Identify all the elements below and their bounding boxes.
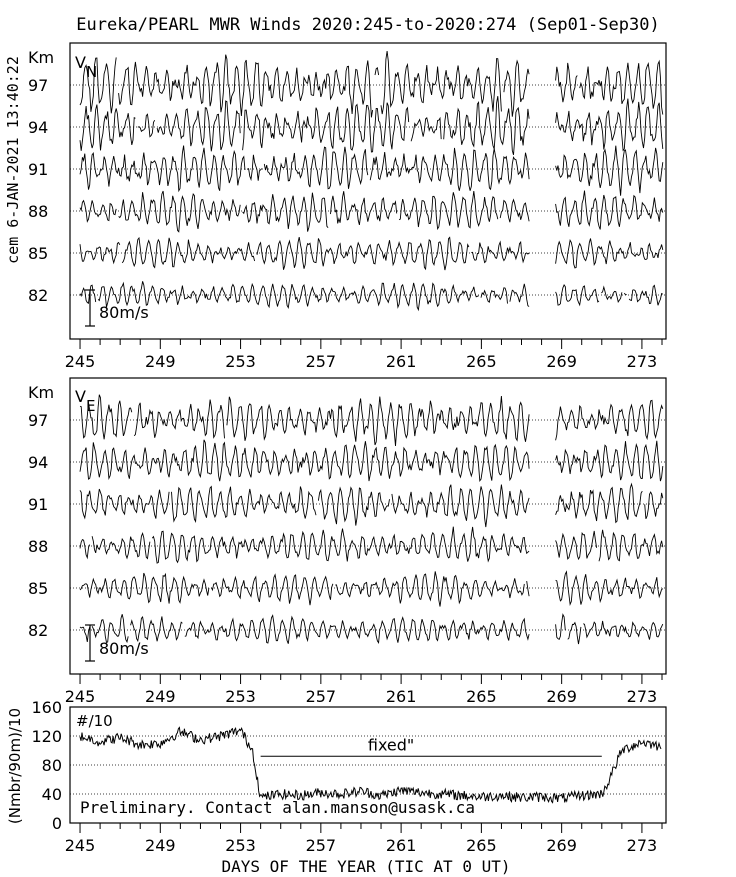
ve-panel: Km V E 97 94 91 88 85 82 80m/s 245 249 253 257 26… [28,377,667,706]
ve-trace-97km [79,394,664,447]
ve-trace-82km [79,613,664,645]
ve-trace-94km [79,439,664,483]
count-xtick-label-265: 265 [466,836,497,855]
vn-y-unit: Km [28,48,54,67]
ve-trace-85km [79,570,664,607]
count-ytick-label-0: 0 [52,814,62,833]
vn-xtick-label-245: 245 [65,352,96,371]
ve-height-label-82: 82 [28,621,48,640]
count-footnote: Preliminary. Contact alan.manson@usask.c… [80,798,475,817]
ve-xtick-label-249: 249 [145,687,176,706]
ve-height-label-88: 88 [28,537,48,556]
ve-y-unit: Km [28,383,54,402]
vn-component-subscript: N [86,63,97,81]
ve-xtick-label-261: 261 [386,687,417,706]
vn-xtick-label-265: 265 [466,352,497,371]
count-ytick-label-40: 40 [42,785,62,804]
vn-xtick-label-273: 273 [627,352,658,371]
ve-height-label-91: 91 [28,495,48,514]
vn-trace-88km [79,190,664,233]
vn-height-label-82: 82 [28,286,48,305]
ve-panel-frame [69,377,667,675]
vn-xtick-label-269: 269 [546,352,577,371]
vn-panel: Km V N 97 94 91 88 85 82 80m/s 245 249 253 257 26… [28,42,667,371]
ve-scale-label: 80m/s [99,639,149,658]
vn-xtick-label-249: 249 [145,352,176,371]
vn-trace-91km [79,145,664,196]
count-xtick-label-269: 269 [546,836,577,855]
count-ytick-label-80: 80 [42,756,62,775]
vn-height-label-91: 91 [28,160,48,179]
count-xtick-label-261: 261 [386,836,417,855]
ve-xtick-label-273: 273 [627,687,658,706]
ve-xtick-label-265: 265 [466,687,497,706]
vn-trace-82km [79,281,664,312]
vn-panel-frame [69,42,667,340]
fixed-annotation-label: fixed" [368,735,414,754]
vn-height-label-88: 88 [28,202,48,221]
ve-component-subscript: E [86,397,95,415]
count-xtick-label-249: 249 [145,836,176,855]
count-inner-label: #/10 [76,712,113,730]
count-ylabel: (Nmbr/90m)/10 [6,708,24,824]
ve-trace-91km [79,482,664,528]
ve-height-label-97: 97 [28,411,48,430]
ve-height-label-94: 94 [28,453,48,472]
count-trace [79,726,662,804]
vn-xtick-label-257: 257 [306,352,337,371]
x-axis-title: DAYS OF THE YEAR (TIC AT 0 UT) [222,857,511,876]
vn-trace-97km [79,51,664,118]
count-panel: (Nmbr/90m)/10 #/10 0 40 80 120 160 fixed" Pr… [6,698,667,855]
vn-xtick-label-261: 261 [386,352,417,371]
vn-height-label-94: 94 [28,118,48,137]
count-xtick-label-253: 253 [225,836,256,855]
count-xtick-label-257: 257 [306,836,337,855]
vn-trace-94km [79,96,664,156]
ve-xtick-label-253: 253 [225,687,256,706]
ve-xtick-label-269: 269 [546,687,577,706]
vn-height-label-97: 97 [28,76,48,95]
chart-title: Eureka/PEARL MWR Winds 2020:245-to-2020:… [76,15,659,35]
vn-scale-label: 80m/s [99,303,149,322]
count-ytick-label-120: 120 [31,727,62,746]
vn-trace-85km [79,236,664,271]
count-ytick-label-160: 160 [31,698,62,717]
count-xtick-label-273: 273 [627,836,658,855]
ve-component-label: V [75,387,86,406]
ve-trace-88km [79,526,664,564]
vn-xtick-label-253: 253 [225,352,256,371]
ve-height-label-85: 85 [28,579,48,598]
vn-component-label: V [75,53,86,72]
count-xtick-label-245: 245 [65,836,96,855]
ve-xtick-label-245: 245 [65,687,96,706]
vn-height-label-85: 85 [28,244,48,263]
ve-xtick-label-257: 257 [306,687,337,706]
side-label: cem 6-JAN-2021 13:40:22 [4,56,22,264]
